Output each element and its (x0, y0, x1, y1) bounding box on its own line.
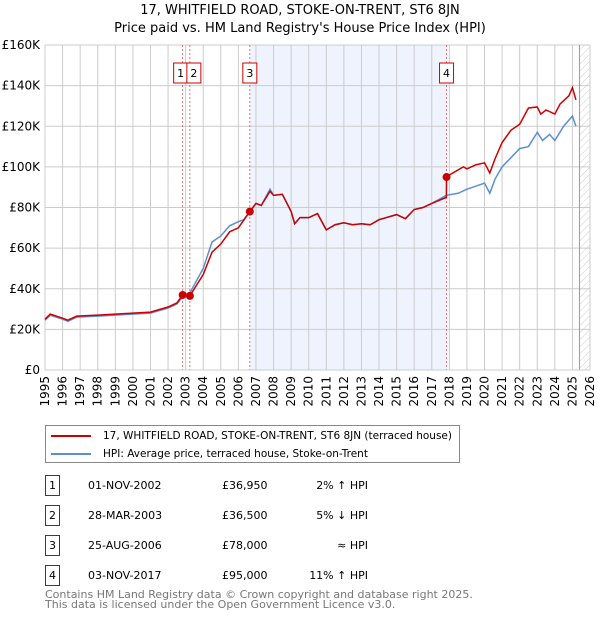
x-tick-label: 1999 (108, 376, 122, 407)
x-tick-label: 2009 (284, 376, 298, 407)
x-tick-label: 2003 (179, 376, 193, 407)
y-tick-label: £20K (9, 322, 41, 336)
x-tick-label: 2005 (214, 376, 228, 407)
legend-swatch-property (51, 434, 91, 437)
x-tick-label: 2015 (390, 376, 404, 407)
x-tick-label: 2023 (530, 376, 544, 407)
x-tick-label: 2004 (196, 376, 210, 407)
price-chart: £0 £20K £40K £60K £80K £100K £120K £140K £160K 19… (2, 38, 597, 407)
x-tick-label: 2010 (302, 376, 316, 407)
x-tick-label: 2014 (372, 376, 386, 407)
sale-label: 3 (246, 67, 253, 80)
legend-swatch-hpi (51, 452, 91, 455)
x-tick-label: 2002 (161, 376, 175, 407)
sale-label: 4 (443, 67, 450, 80)
transaction-hpi: ≈ HPI (337, 539, 368, 552)
x-tick-label: 2000 (126, 376, 140, 407)
sale-label: 1 (177, 67, 184, 80)
transaction-hpi: 5% ↓ HPI (316, 509, 368, 522)
transaction-number: 2 (45, 505, 60, 526)
sale-point (442, 173, 451, 182)
x-tick-label: 1997 (73, 376, 87, 407)
transaction-row: 3 25-AUG-2006 £78,000 ≈ HPI (45, 535, 445, 557)
x-tick-label: 2021 (495, 376, 509, 407)
x-tick-label: 2013 (354, 376, 368, 407)
transaction-number: 4 (45, 565, 60, 586)
footer-line2: This data is licensed under the Open Gov… (45, 598, 396, 611)
sale-label-box (242, 62, 258, 84)
x-tick-label: 2022 (513, 376, 527, 407)
transaction-date: 03-NOV-2017 (88, 569, 162, 582)
x-tick-label: 2017 (425, 376, 439, 407)
x-tick-label: 2006 (231, 376, 245, 407)
y-tick-label: £60K (9, 241, 41, 255)
transaction-hpi: 2% ↑ HPI (316, 479, 368, 492)
transaction-date: 01-NOV-2002 (88, 479, 162, 492)
x-tick-label: 2016 (407, 376, 421, 407)
x-tick-label: 2008 (267, 376, 281, 407)
x-tick-label: 2024 (548, 376, 562, 407)
transaction-row: 1 01-NOV-2002 £36,950 2% ↑ HPI (45, 475, 445, 497)
y-tick-label: £160K (2, 38, 42, 52)
transaction-row: 2 28-MAR-2003 £36,500 5% ↓ HPI (45, 505, 445, 527)
y-tick-label: £100K (2, 160, 42, 174)
transaction-date: 28-MAR-2003 (88, 509, 163, 522)
transaction-number: 1 (45, 475, 60, 496)
x-tick-label: 2012 (337, 376, 351, 407)
legend-hpi: HPI: Average price, terraced house, Stok… (103, 447, 368, 460)
y-tick-label: £80K (9, 201, 41, 215)
x-tick-label: 2007 (249, 376, 263, 407)
sale-label: 2 (190, 67, 197, 80)
sale-label-box (439, 62, 455, 84)
y-tick-label: £0 (25, 363, 40, 377)
x-tick-label: 2020 (478, 376, 492, 407)
x-tick-label: 2001 (143, 376, 157, 407)
sale-point (245, 207, 254, 216)
x-tick-label: 2026 (583, 376, 597, 407)
x-tick-label: 1998 (91, 376, 105, 407)
x-tick-label: 2025 (565, 376, 579, 407)
sale-point (185, 291, 194, 300)
legend-property: 17, WHITFIELD ROAD, STOKE-ON-TRENT, ST6 … (103, 429, 452, 442)
x-tick-label: 2018 (442, 376, 456, 407)
y-tick-label: £140K (2, 79, 42, 93)
x-tick-label: 2011 (319, 376, 333, 407)
transaction-price: £78,000 (222, 539, 268, 552)
transaction-date: 25-AUG-2006 (88, 539, 162, 552)
transaction-number: 3 (45, 535, 60, 556)
transaction-price: £36,500 (222, 509, 268, 522)
transaction-row: 4 03-NOV-2017 £95,000 11% ↑ HPI (45, 565, 445, 587)
transaction-price: £36,950 (222, 479, 268, 492)
x-tick-label: 1995 (38, 376, 52, 407)
property-line (44, 85, 577, 322)
legend: 17, WHITFIELD ROAD, STOKE-ON-TRENT, ST6 … (45, 425, 460, 463)
subtitle: Price paid vs. HM Land Registry's House … (114, 21, 486, 36)
sale-point (178, 290, 187, 299)
transaction-hpi: 11% ↑ HPI (309, 569, 368, 582)
sale-label-box (186, 62, 202, 84)
chart-title: 17, WHITFIELD ROAD, STOKE-ON-TRENT, ST6 … (0, 2, 600, 38)
x-tick-label: 2019 (460, 376, 474, 407)
y-tick-label: £120K (2, 119, 42, 133)
x-tick-label: 1996 (56, 376, 70, 407)
transaction-price: £95,000 (222, 569, 268, 582)
title: 17, WHITFIELD ROAD, STOKE-ON-TRENT, ST6 … (140, 3, 460, 18)
y-tick-label: £40K (9, 282, 41, 296)
footer-line1: Contains HM Land Registry data © Crown c… (45, 588, 473, 601)
footer: Contains HM Land Registry data © Crown c… (45, 588, 473, 611)
